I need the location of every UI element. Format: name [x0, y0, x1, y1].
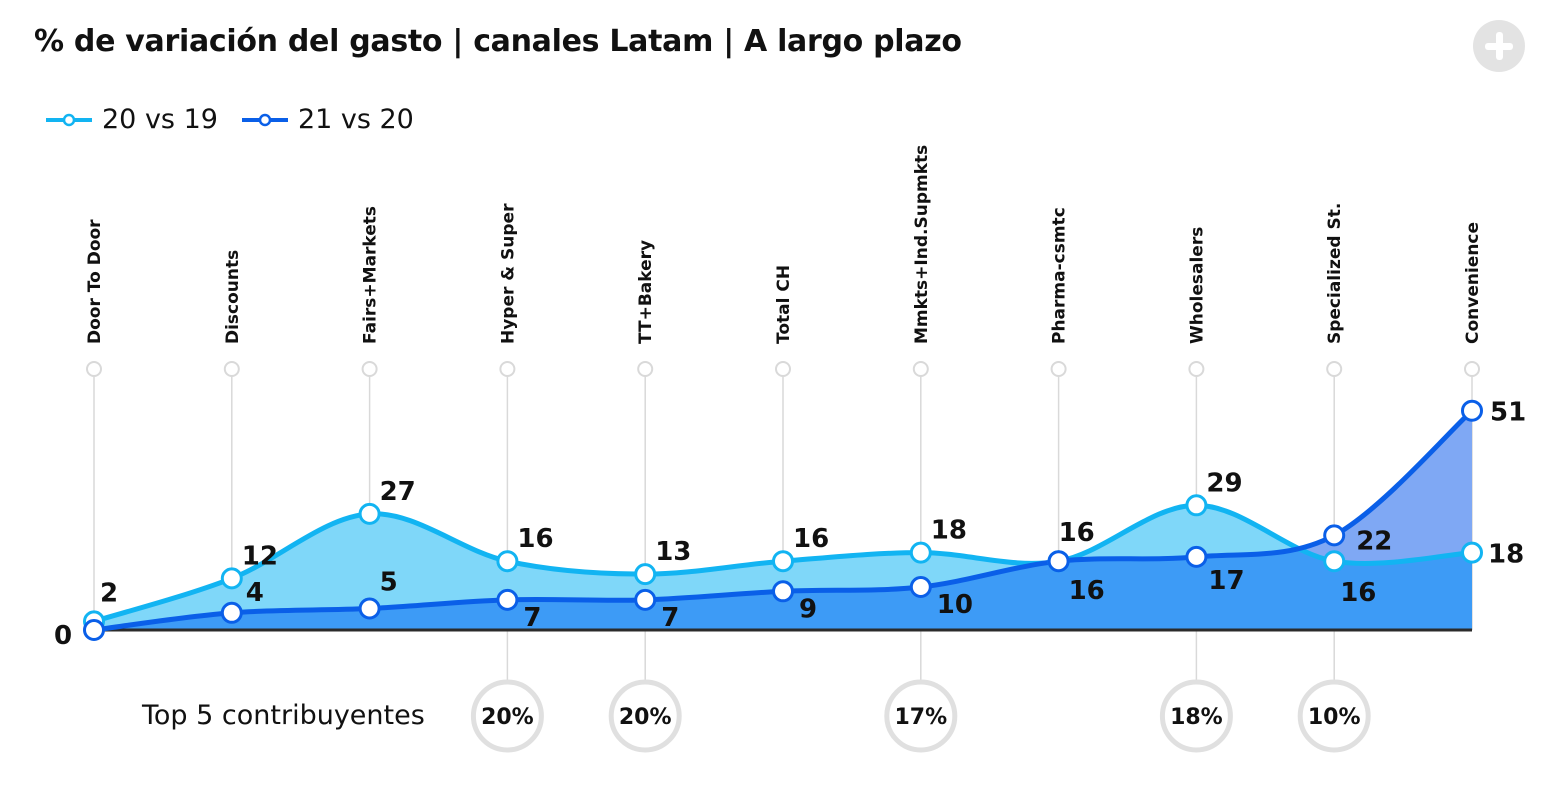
gridline-marker: [86, 361, 102, 377]
series-1-point[interactable]: [634, 563, 657, 586]
chart-legend: 20 vs 19 21 vs 20: [44, 104, 436, 135]
series-2-point[interactable]: [1461, 399, 1483, 422]
series-2-value-label: 17: [1208, 566, 1244, 596]
contributors-label: Top 5 contribuyentes: [142, 700, 425, 731]
gridline-marker: [1464, 361, 1480, 377]
category-label: Convenience: [1463, 222, 1483, 344]
contributor-badge: [1159, 679, 1233, 753]
contributor-value: 20%: [481, 705, 534, 730]
series-2-area: [94, 505, 1472, 630]
series-1-value-label: 29: [1206, 468, 1242, 498]
series-1-point[interactable]: [1185, 494, 1208, 517]
series-2-value-label: 16: [1069, 576, 1105, 606]
contributor-badge: [470, 679, 544, 753]
contributor-value: 17%: [894, 705, 947, 730]
contributor-badge: [608, 679, 682, 753]
series-1-value-label: 12: [242, 541, 278, 571]
series-1-point[interactable]: [220, 567, 243, 590]
series-2-point[interactable]: [220, 601, 243, 624]
legend-item-series-2[interactable]: 21 vs 20: [240, 104, 414, 135]
series-1-value-label: 27: [380, 477, 416, 507]
gridline-marker: [499, 361, 516, 377]
series-2-value-label: 9: [799, 594, 817, 624]
gridline-marker: [1050, 361, 1067, 377]
category-label: Total CH: [774, 265, 794, 344]
series-1-value-label: 16: [517, 524, 553, 554]
category-label: Discounts: [223, 250, 243, 344]
series-2-value-label: 5: [380, 568, 398, 598]
contributor-value: 20%: [619, 705, 672, 730]
series-1-value-label: 18: [1488, 540, 1524, 570]
series-1-value-label: 16: [793, 524, 829, 554]
legend-item-series-1[interactable]: 20 vs 19: [44, 104, 218, 135]
gridline-marker: [912, 361, 929, 377]
series-2-value-label: 10: [937, 590, 973, 620]
series-2-value-label: 7: [661, 603, 679, 633]
category-label: Fairs+Markets: [361, 206, 381, 344]
gridline-marker: [223, 361, 240, 377]
series-1-value-label: 16: [1059, 518, 1095, 548]
series-2-point[interactable]: [772, 580, 794, 603]
contributor-badge: [884, 679, 958, 753]
category-label: Pharma-csmtc: [1050, 207, 1070, 344]
category-label: Wholesalers: [1187, 227, 1207, 344]
series-1-point[interactable]: [772, 550, 794, 573]
series-2-point[interactable]: [358, 597, 381, 620]
series-2-point[interactable]: [1323, 524, 1346, 547]
plus-circle-icon[interactable]: [1473, 20, 1525, 72]
contributor-badge: [1297, 679, 1371, 753]
series-1-point[interactable]: [909, 541, 932, 564]
category-label: Mmkts+Ind.Supmkts: [912, 145, 932, 344]
series-2-value-label: 22: [1356, 526, 1392, 556]
series-1-value-label: 16: [1340, 578, 1376, 608]
gridline-marker: [1188, 361, 1205, 377]
series-2-value-label: 51: [1490, 398, 1526, 428]
legend-swatch-series-1: [46, 113, 92, 126]
series-2-point[interactable]: [496, 588, 519, 611]
category-label: Hyper & Super: [498, 203, 518, 344]
series-2-point[interactable]: [1185, 545, 1208, 568]
series-2-value-label: 0: [54, 621, 72, 651]
series-2-value-label: 7: [523, 603, 541, 633]
legend-label-series-2: 21 vs 20: [297, 104, 414, 135]
gridline-marker: [361, 361, 378, 377]
series-1-point[interactable]: [358, 502, 381, 525]
series-1-point[interactable]: [1323, 550, 1346, 573]
gridline-marker: [1326, 361, 1343, 377]
series-2-point[interactable]: [634, 588, 657, 611]
contributor-value: 10%: [1308, 705, 1361, 730]
category-label: Door To Door: [85, 219, 105, 344]
series-2-value-label: 4: [246, 578, 264, 608]
series-1-value-label: 13: [655, 537, 691, 567]
contributor-value: 18%: [1170, 705, 1223, 730]
series-1-value-label: 18: [931, 516, 967, 546]
category-label: Specialized St.: [1325, 203, 1345, 344]
chart-title: % de variación del gasto | canales Latam…: [34, 24, 962, 59]
series-1-point[interactable]: [1461, 541, 1483, 564]
series-1-value-label: 2: [100, 578, 118, 608]
series-2-point[interactable]: [1047, 550, 1070, 573]
legend-label-series-1: 20 vs 19: [102, 104, 218, 135]
category-label: TT+Bakery: [636, 240, 656, 344]
legend-swatch-series-2: [241, 113, 288, 126]
series-2-point[interactable]: [909, 576, 932, 598]
gridline-marker: [775, 361, 791, 377]
gridline-marker: [637, 361, 654, 377]
series-1-point[interactable]: [496, 550, 519, 573]
series-2-point[interactable]: [83, 619, 105, 641]
